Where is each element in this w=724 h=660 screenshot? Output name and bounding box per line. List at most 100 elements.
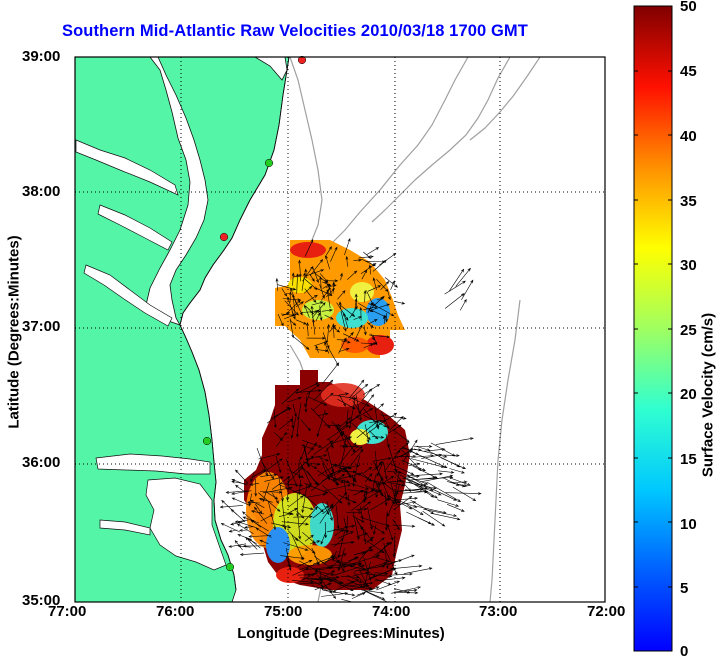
velocity-arrow [234,484,246,493]
velocity-arrow [380,410,390,430]
velocity-arrow [329,579,354,592]
velocity-arrow [444,280,466,295]
velocity-arrow [368,334,391,339]
velocity-arrow [364,484,378,493]
velocity-arrow [278,475,284,502]
velocity-arrow [254,506,268,524]
velocity-arrow [298,506,318,528]
velocity-arrow [336,302,349,321]
velocity-arrow [324,431,345,453]
velocity-arrow [338,347,350,352]
colorbar-tick-label: 10 [680,516,697,533]
velocity-arrow [248,493,252,507]
velocity-arrow [343,481,370,490]
velocity-arrow [281,499,287,531]
velocity-arrow [387,481,406,487]
velocity-arrow [264,476,284,482]
velocity-arrow [228,543,247,548]
velocity-arrow [437,499,460,507]
colorbar-tick-label: 25 [680,322,697,339]
velocity-arrow [333,473,346,482]
rappahannock-river [97,204,173,251]
velocity-field-north [302,300,334,320]
colorbar-ticks [634,70,672,588]
velocity-arrow [261,461,275,480]
velocity-arrow [340,310,347,332]
velocity-arrow [397,501,417,506]
velocity-arrow [413,445,433,448]
station-marker [225,562,235,572]
velocity-arrow [355,395,362,422]
velocity-arrow [411,454,434,458]
velocity-field-south [350,429,370,445]
velocity-arrow [312,505,330,519]
velocity-arrow [315,455,330,462]
velocity-arrow [300,441,309,461]
velocity-arrow [324,246,332,258]
velocity-arrow [313,392,334,411]
velocity-arrow [313,440,334,455]
velocity-arrow [392,429,410,443]
velocity-arrow [259,539,269,545]
velocity-arrow [311,577,337,581]
colorbar-tick-label: 15 [680,451,697,468]
velocity-arrow [304,482,329,494]
velocity-arrow [284,300,299,316]
velocity-arrow [259,458,283,476]
velocity-arrow [302,440,323,448]
velocity-arrow [351,398,370,407]
velocity-arrow [413,448,448,458]
lon-tick-label: 74:00 [372,603,411,620]
velocity-arrow [348,331,354,339]
velocity-arrow [372,259,387,272]
velocity-arrow [361,537,385,556]
station-marker [264,158,274,168]
velocity-arrow [339,563,367,571]
lon-tick-label: 77:00 [48,603,87,620]
velocity-arrow [354,324,363,341]
velocity-arrow [295,389,322,393]
colorbar-tick-label: 50 [680,0,697,15]
velocity-arrow [277,284,297,291]
james-river [83,264,173,327]
velocity-arrow [310,407,331,429]
velocity-arrow [321,362,340,385]
velocity-arrow [320,531,327,545]
lat-tick-label: 36:00 [22,454,61,471]
velocity-arrow [347,494,351,507]
velocity-arrow [387,289,391,301]
velocity-arrow [331,463,353,470]
velocity-arrow [251,469,267,478]
velocity-arrow [295,382,320,394]
velocity-arrow [327,323,331,342]
velocity-arrow [326,524,356,533]
velocity-arrow [363,383,381,395]
velocity-arrow [311,585,334,593]
velocity-arrow [286,466,304,485]
velocity-arrow [289,319,297,326]
velocity-arrow [325,255,330,270]
map-gridlines [75,57,605,602]
map-frame [74,56,606,603]
velocity-arrow [333,537,344,548]
colorbar-tick-label: 45 [680,63,697,80]
velocity-arrow [369,419,383,423]
velocity-arrow [449,468,465,474]
velocity-arrow [345,255,349,267]
station-marker [219,232,229,242]
velocity-arrow [367,285,382,292]
velocity-arrow [324,424,342,427]
velocity-arrow [372,556,391,563]
velocity-arrow [249,482,259,486]
velocity-arrow [430,442,456,457]
velocity-arrow [345,515,349,534]
velocity-arrow [309,274,315,282]
velocity-arrow [363,561,371,588]
velocity-arrow [332,394,357,400]
velocity-arrow [298,459,312,487]
velocity-field-south [266,527,290,563]
velocity-arrow [341,340,351,344]
velocity-arrow [372,277,377,291]
velocity-arrow [411,476,437,481]
velocity-arrow [350,446,363,456]
